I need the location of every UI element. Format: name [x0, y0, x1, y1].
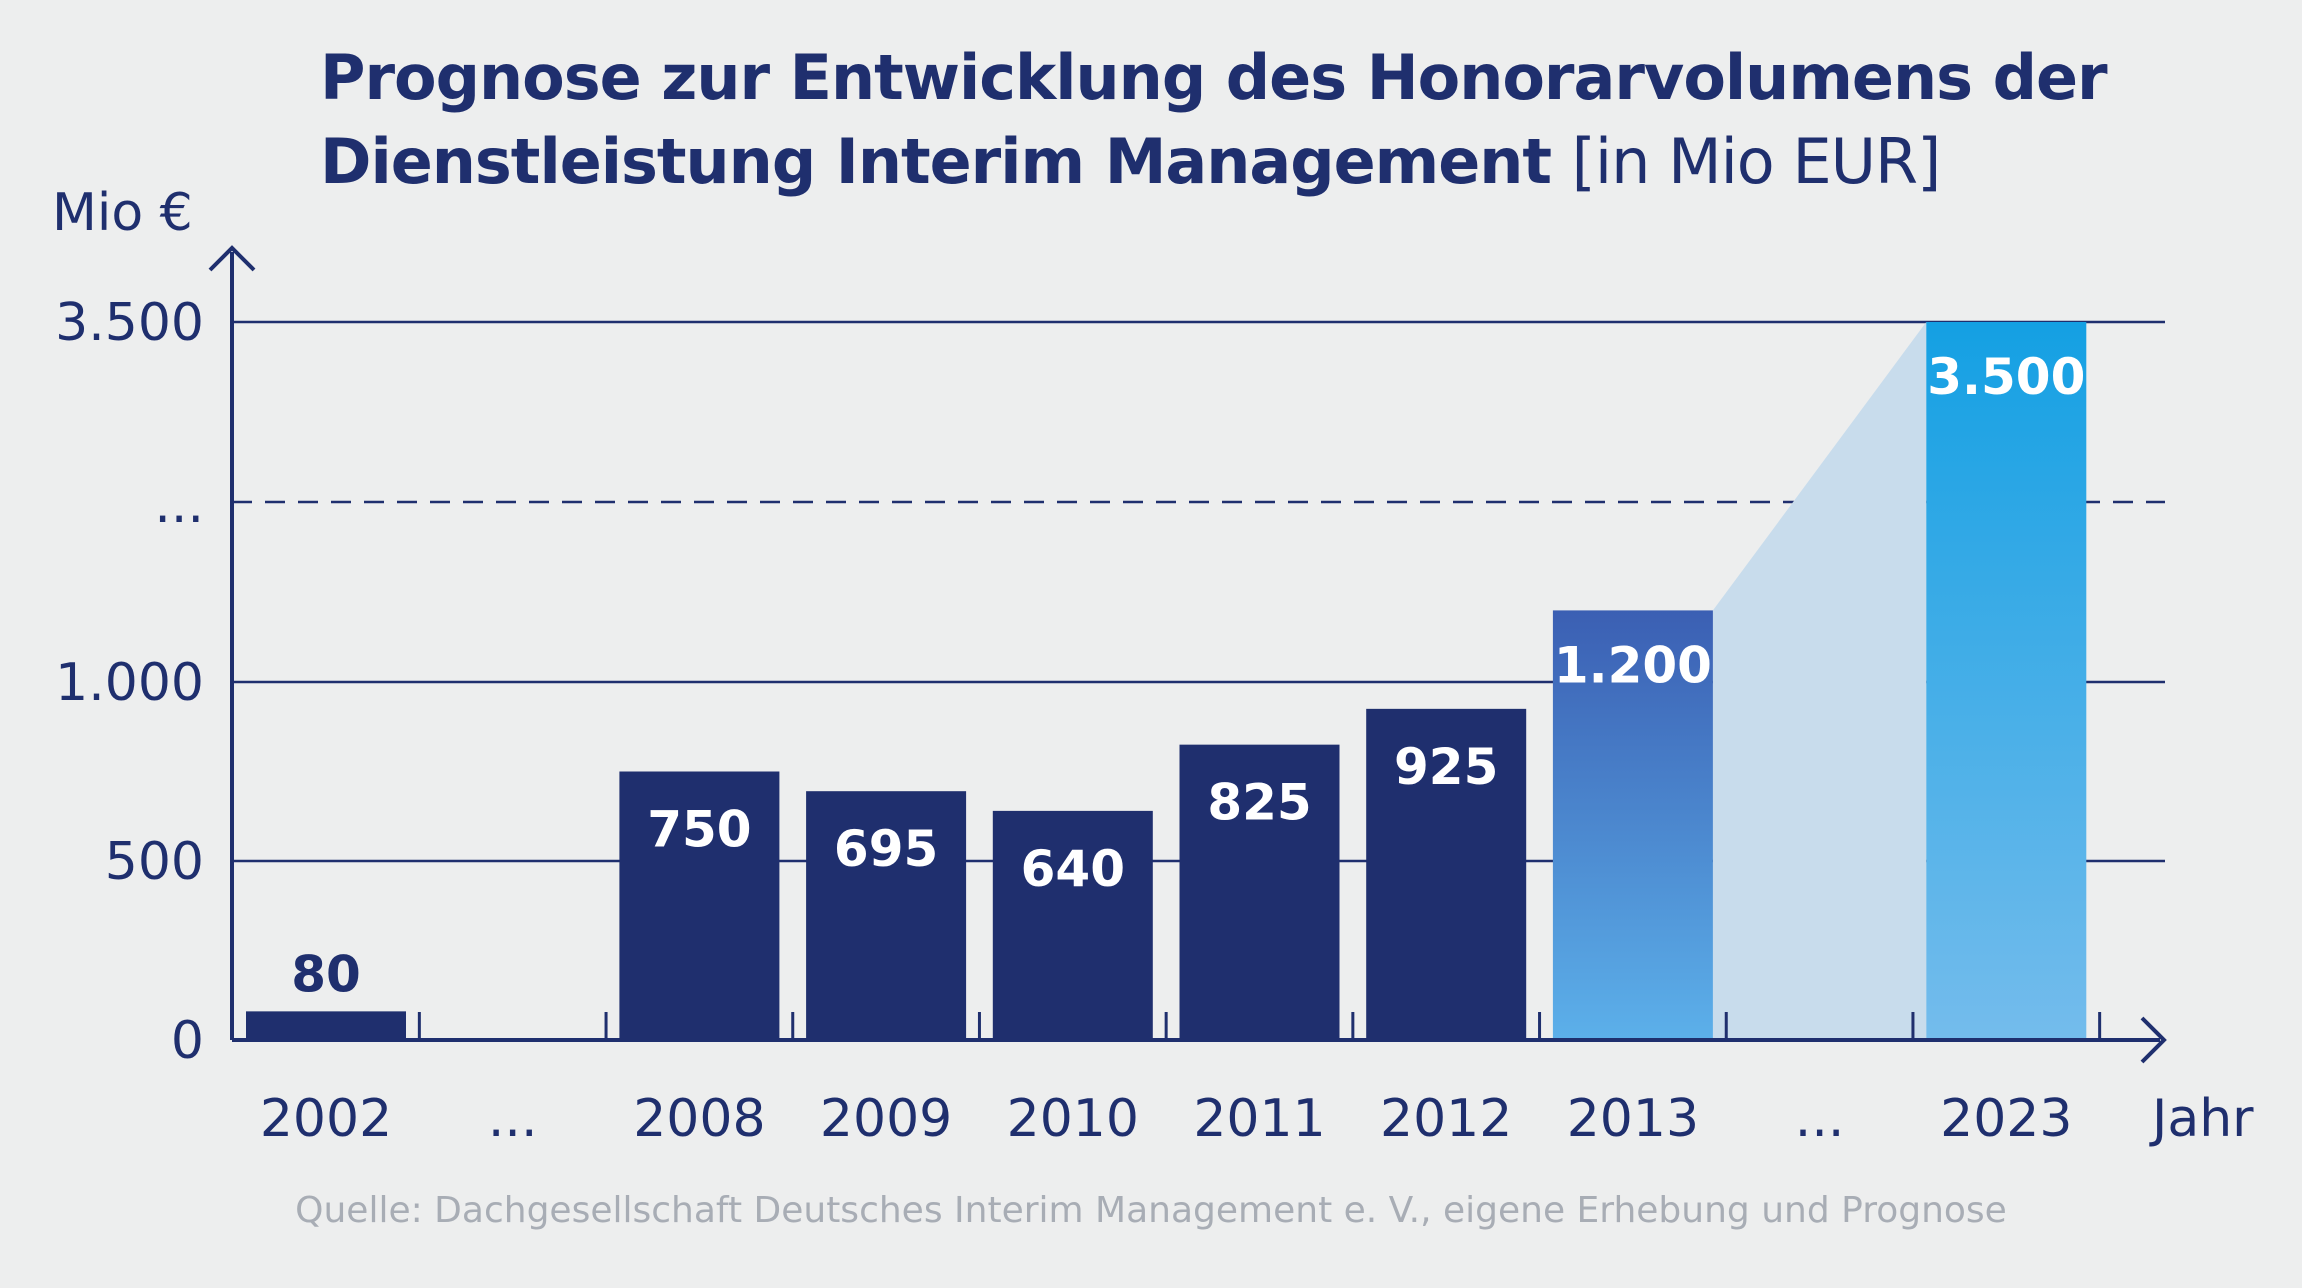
data-label: 1.200: [1554, 636, 1712, 694]
x-tick-label: 2010: [1007, 1089, 1139, 1149]
x-tick-label: ...: [488, 1089, 538, 1149]
bar-2013: [1552, 610, 1713, 1040]
x-tick-label: 2002: [260, 1089, 392, 1149]
x-tick-label: 2012: [1380, 1089, 1512, 1149]
bar-2012: [1366, 708, 1527, 1040]
y-axis-arrow: [208, 245, 256, 272]
data-label: 825: [1207, 774, 1311, 832]
x-axis-title: Jahr: [2149, 1089, 2254, 1149]
bars: [246, 322, 2087, 1040]
y-tick-label: 500: [105, 832, 204, 892]
bar-2009: [806, 791, 967, 1040]
x-tick-label: 2011: [1193, 1089, 1325, 1149]
y-tick-label: ...: [154, 475, 204, 535]
data-label: 750: [647, 801, 751, 859]
data-label: 3.500: [1927, 348, 2085, 406]
chart-title-main: Prognose zur Entwicklung des Honorarvolu…: [320, 41, 2108, 198]
bar-2023: [1926, 322, 2087, 1040]
forecast-area-layer: [1712, 322, 1927, 1040]
forecast-trend-area: [1712, 322, 1927, 1040]
bar-2002: [246, 1011, 406, 1040]
x-tick-label: 2013: [1567, 1089, 1699, 1149]
bar-2008: [619, 771, 780, 1040]
data-label: 695: [834, 820, 938, 878]
y-axis-title: Mio €: [52, 183, 193, 243]
data-label: 925: [1394, 738, 1498, 796]
x-tick-label: 2008: [633, 1089, 765, 1149]
x-tick-label: 2023: [1940, 1089, 2072, 1149]
labels: 0 500 1.000... 3.500 80 750 695 640 825 925 1.200 3…: [52, 183, 2254, 1149]
x-tick-label: 2009: [820, 1089, 952, 1149]
y-tick-label: 3.500: [55, 293, 204, 353]
x-axis-arrow: [2140, 1016, 2167, 1064]
chart-title-unit: [in Mio EUR]: [1571, 125, 1942, 198]
y-tick-label: 0: [171, 1011, 204, 1071]
data-label: 80: [291, 945, 361, 1003]
y-tick-label: 1.000: [55, 653, 204, 713]
bar-2011: [1179, 744, 1340, 1040]
source-note: Quelle: Dachgesellschaft Deutsches Inter…: [295, 1190, 2007, 1231]
bar-2010: [992, 810, 1153, 1040]
axes: [208, 245, 2167, 1064]
data-label: 640: [1021, 840, 1125, 898]
chart-title: Prognose zur Entwicklung des Honorarvolu…: [320, 36, 2220, 204]
x-tick-label: ...: [1795, 1089, 1845, 1149]
